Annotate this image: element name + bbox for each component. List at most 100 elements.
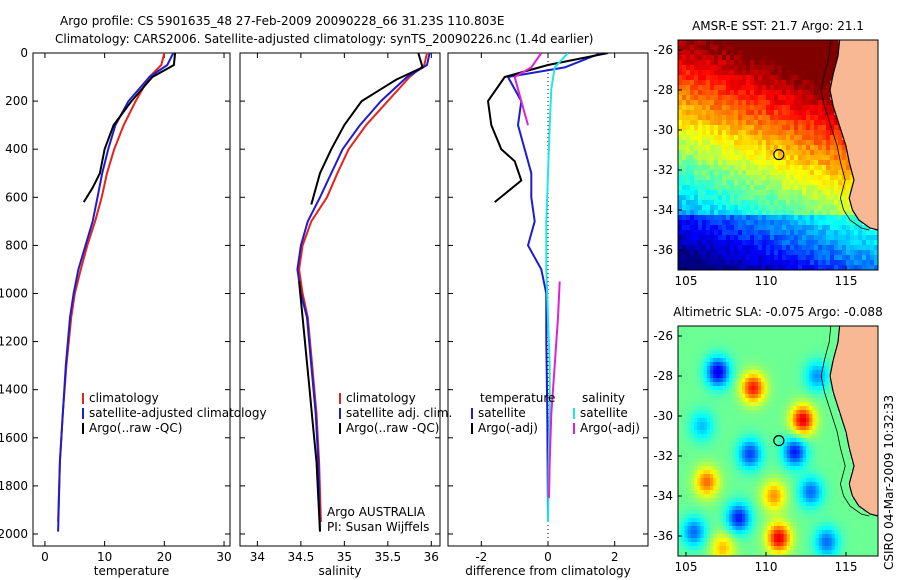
- map-cell: [687, 426, 692, 431]
- map-cell: [730, 75, 735, 81]
- map-cell: [761, 394, 765, 399]
- map-cell: [815, 454, 820, 459]
- map-cell: [782, 200, 787, 206]
- map-cell: [831, 326, 836, 331]
- map-cell: [815, 498, 820, 503]
- map-cell: [748, 458, 753, 463]
- map-cell: [806, 155, 811, 161]
- map-cell: [746, 215, 751, 221]
- map-cell: [700, 434, 705, 439]
- map-cell: [826, 190, 831, 196]
- map-cell: [697, 342, 701, 347]
- map-cell: [734, 190, 739, 196]
- map-cell: [732, 422, 737, 427]
- map-cell: [726, 55, 731, 61]
- map-cell: [690, 470, 695, 475]
- map-cell: [777, 398, 781, 403]
- map-cell: [700, 474, 705, 479]
- map-cell: [764, 446, 769, 451]
- map-cell: [702, 130, 707, 136]
- map-cell: [697, 350, 701, 355]
- map-cell: [802, 100, 807, 106]
- map-cell: [770, 374, 775, 379]
- map-cell: [831, 450, 836, 455]
- map-cell: [828, 366, 833, 371]
- map-cell: [697, 426, 701, 431]
- map-cell: [774, 414, 778, 419]
- map-cell: [716, 542, 721, 547]
- map-cell: [758, 235, 763, 241]
- map-cell: [722, 245, 727, 251]
- map-cell: [802, 150, 807, 156]
- map-cell: [722, 110, 727, 116]
- map-cell: [806, 394, 810, 399]
- map-cell: [761, 358, 765, 363]
- map-cell: [690, 75, 695, 81]
- map-cell: [783, 366, 788, 371]
- map-cell: [706, 334, 711, 339]
- map-cell: [734, 260, 739, 266]
- map-cell: [758, 125, 763, 131]
- map-cell: [732, 346, 737, 351]
- map-cell: [726, 125, 731, 131]
- map-cell: [782, 115, 787, 121]
- map-cell: [754, 410, 759, 415]
- map-cell: [681, 378, 685, 383]
- map-cell: [754, 190, 759, 196]
- map-cell: [690, 120, 695, 126]
- map-cell: [748, 518, 753, 523]
- map-cell: [822, 160, 827, 166]
- map-cell: [790, 370, 794, 375]
- map-cell: [770, 235, 775, 241]
- map-cell: [822, 140, 827, 146]
- map-cell: [710, 374, 714, 379]
- map-cell: [694, 354, 698, 359]
- map-cell: [694, 478, 698, 483]
- map-cell: [830, 160, 835, 166]
- map-cell: [690, 105, 695, 111]
- map-cell: [786, 418, 791, 423]
- map-cell: [698, 95, 703, 101]
- map-cell: [726, 250, 731, 256]
- map-cell: [790, 366, 794, 371]
- map-cell: [735, 546, 740, 551]
- map-cell: [761, 446, 765, 451]
- map-cell: [774, 390, 778, 395]
- map-cell: [729, 462, 733, 467]
- map-cell: [762, 230, 767, 236]
- map-cell: [762, 140, 767, 146]
- map-cell: [786, 260, 791, 266]
- map-cell: [730, 135, 735, 141]
- map-cell: [809, 458, 813, 463]
- map-cell: [780, 338, 785, 343]
- map-cell: [722, 250, 727, 256]
- map-cell: [682, 170, 687, 176]
- map-cell: [802, 526, 807, 531]
- map-cell: [799, 454, 804, 459]
- map-cell: [678, 140, 683, 146]
- map-cell: [818, 120, 823, 126]
- map-cell: [682, 135, 687, 141]
- map-cell: [754, 442, 759, 447]
- map-cell: [799, 438, 804, 443]
- map-cell: [780, 542, 785, 547]
- map-cell: [764, 490, 769, 495]
- map-cell: [834, 185, 839, 191]
- map-cell: [722, 414, 727, 419]
- map-cell: [783, 542, 788, 547]
- map-cell: [730, 65, 735, 71]
- map-cell: [866, 245, 871, 251]
- map-cell: [815, 514, 820, 519]
- map-cell: [713, 342, 717, 347]
- map-cell: [780, 330, 785, 335]
- map-cell: [764, 542, 769, 547]
- map-cell: [798, 60, 803, 66]
- map-cell: [686, 110, 691, 116]
- map-cell: [758, 200, 763, 206]
- map-cell: [780, 390, 785, 395]
- map-cell: [758, 130, 763, 136]
- map-cell: [681, 550, 685, 555]
- map-cell: [826, 195, 831, 201]
- map-cell: [742, 115, 747, 121]
- map-cell: [748, 406, 753, 411]
